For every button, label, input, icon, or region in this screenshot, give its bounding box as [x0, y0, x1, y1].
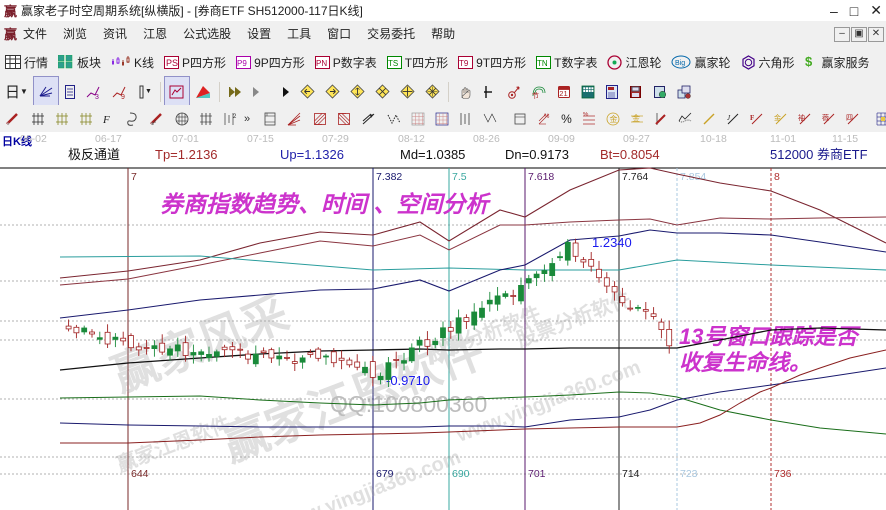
svg-text:www.yingjia360.com: www.yingjia360.com: [273, 446, 464, 510]
svg-text:PN: PN: [316, 59, 327, 68]
svg-text:节: 节: [532, 92, 539, 99]
svg-text:J: J: [727, 114, 731, 122]
svg-text:08-12: 08-12: [398, 133, 425, 145]
svg-text:06-17: 06-17: [95, 133, 122, 145]
svg-text:736: 736: [774, 468, 792, 480]
svg-text:金: 金: [609, 114, 617, 124]
svg-text:7: 7: [131, 171, 137, 183]
svg-text:P9: P9: [237, 59, 247, 68]
svg-text:714: 714: [622, 468, 640, 480]
svg-text:7.382: 7.382: [376, 171, 402, 183]
svg-text:9: 9: [121, 94, 125, 99]
svg-text:11-01: 11-01: [770, 133, 796, 145]
svg-text:袖: 袖: [798, 113, 805, 122]
svg-text:701: 701: [528, 468, 546, 480]
svg-text:T9: T9: [459, 59, 469, 68]
svg-text:四: 四: [846, 114, 853, 122]
svg-text:Dn=0.9173: Dn=0.9173: [505, 147, 569, 162]
svg-text:723: 723: [680, 468, 698, 480]
svg-text:TN: TN: [537, 59, 548, 68]
svg-text:2: 2: [233, 114, 237, 120]
svg-text:PS: PS: [166, 58, 178, 68]
svg-text:薇: 薇: [822, 113, 829, 122]
svg-text:09-09: 09-09: [548, 133, 575, 145]
svg-text:7.618: 7.618: [528, 171, 554, 183]
svg-text:极反通道: 极反通道: [68, 147, 120, 162]
svg-text:券商指数趋势、时间 、空间分析: 券商指数趋势、时间 、空间分析: [160, 191, 491, 217]
svg-text:08-26: 08-26: [473, 133, 500, 145]
svg-text:09-27: 09-27: [623, 133, 650, 145]
svg-text:10-18: 10-18: [700, 133, 727, 145]
svg-text:Up=1.1326: Up=1.1326: [280, 147, 344, 162]
svg-text:TS: TS: [388, 59, 398, 68]
svg-text:512000 券商ETF: 512000 券商ETF: [770, 147, 868, 162]
svg-text:07-29: 07-29: [322, 133, 349, 145]
svg-text:7.764: 7.764: [622, 171, 648, 183]
svg-text:Tp=1.2136: Tp=1.2136: [155, 147, 218, 162]
svg-text:11-15: 11-15: [832, 133, 858, 145]
svg-text:8: 8: [774, 171, 780, 183]
svg-text:Bt=0.8054: Bt=0.8054: [600, 147, 660, 162]
svg-text:$: $: [805, 55, 813, 69]
svg-text:%: %: [544, 114, 550, 120]
svg-text:Md=1.0385: Md=1.0385: [400, 147, 465, 162]
svg-text:13号窗口跟踪是否: 13号窗口跟踪是否: [679, 324, 861, 349]
svg-text:F: F: [103, 114, 110, 126]
svg-text:F: F: [750, 114, 754, 122]
svg-text:07-15: 07-15: [247, 133, 274, 145]
svg-text:-0.9710: -0.9710: [386, 373, 430, 388]
svg-text:7.5: 7.5: [452, 171, 467, 183]
svg-text:3: 3: [95, 94, 99, 99]
svg-text:赢家江恩软件: 赢家江恩软件: [113, 411, 234, 476]
svg-text:%: %: [583, 112, 589, 118]
svg-text:金: 金: [632, 113, 640, 123]
svg-text:收复生命线。: 收复生命线。: [679, 350, 811, 375]
svg-text:07-01: 07-01: [172, 133, 199, 145]
svg-text:金: 金: [774, 113, 781, 122]
svg-text:Big: Big: [675, 60, 685, 67]
svg-text:06-02: 06-02: [20, 133, 47, 145]
svg-text:21: 21: [559, 89, 567, 98]
